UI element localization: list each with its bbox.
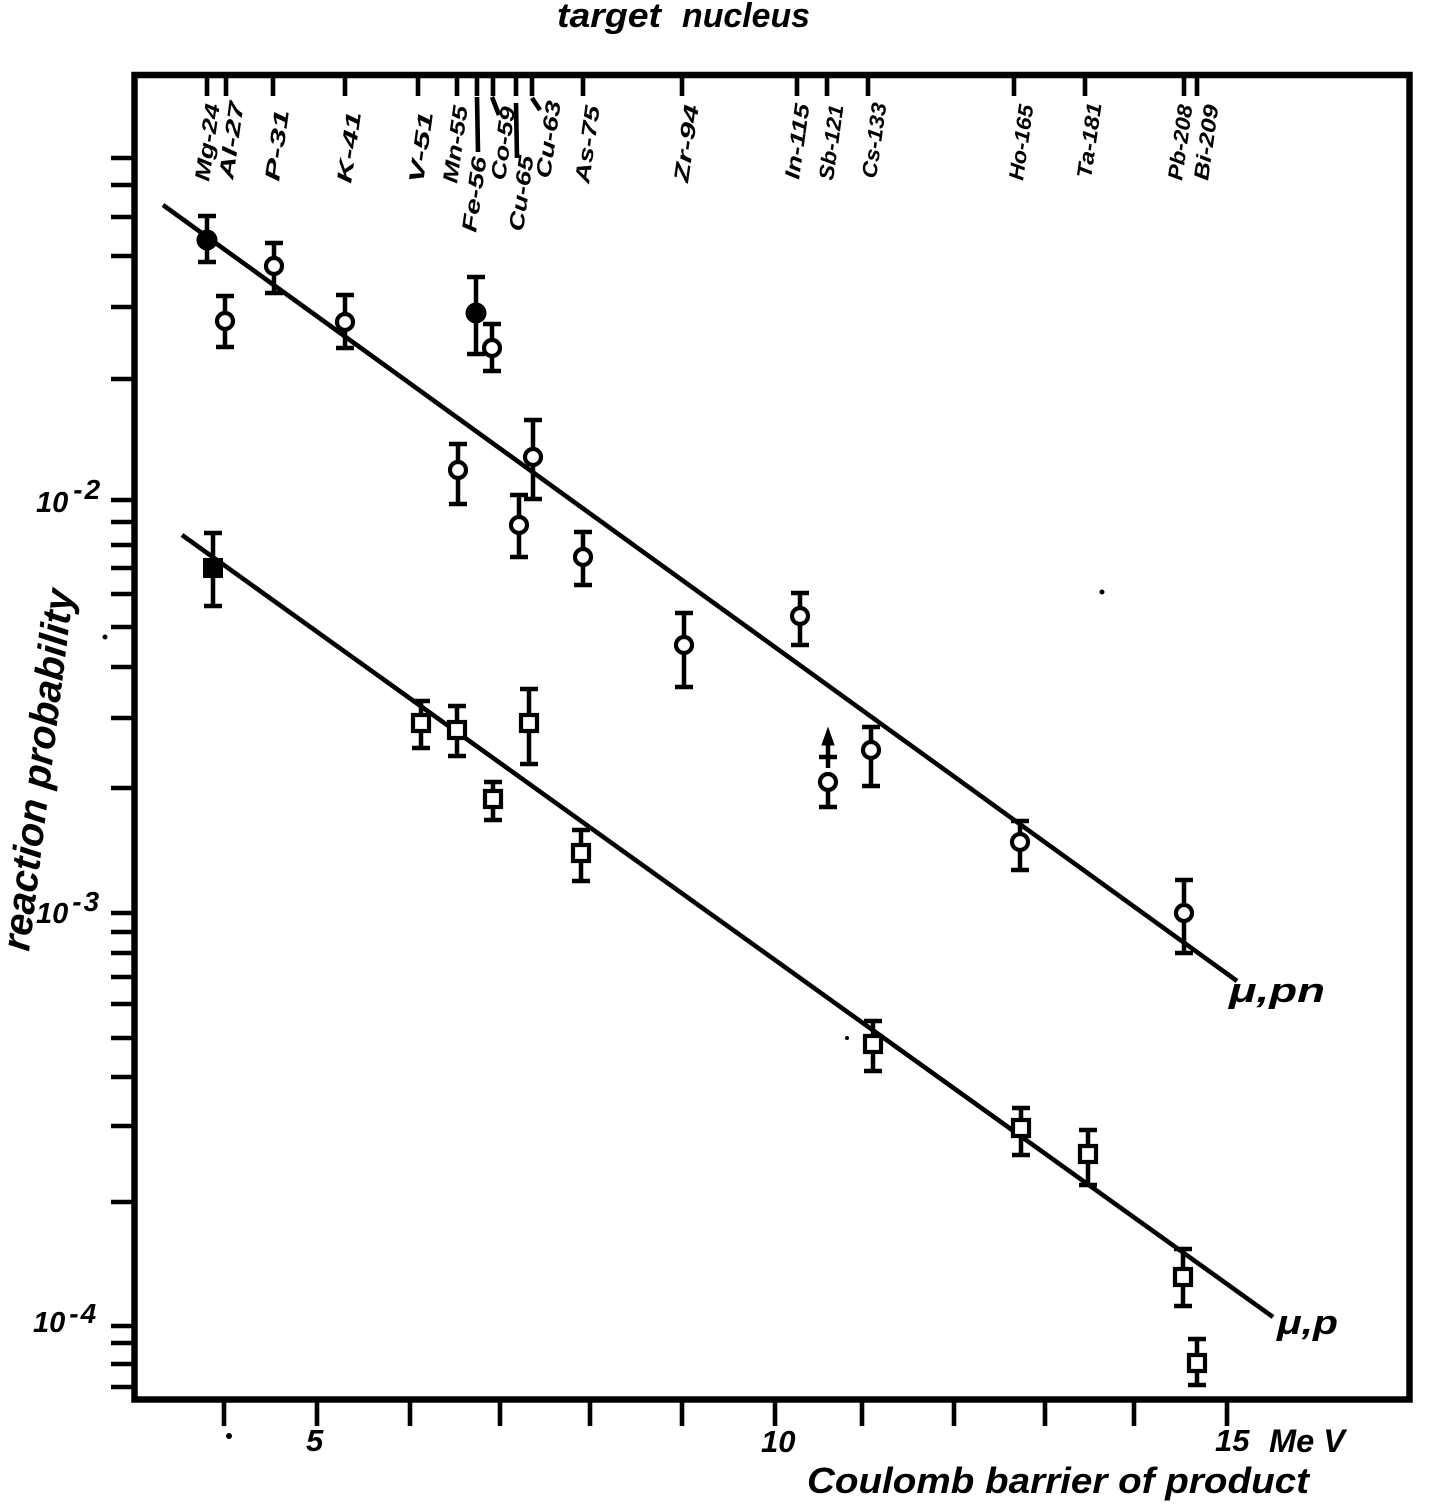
- svg-text:nucleus: nucleus: [682, 0, 810, 35]
- svg-text:μ,p: μ,p: [1276, 1304, 1338, 1342]
- svg-text:5: 5: [306, 1423, 324, 1458]
- svg-text:target: target: [557, 0, 663, 35]
- svg-text:15: 15: [1215, 1423, 1250, 1458]
- svg-text:Me V: Me V: [1269, 1423, 1348, 1459]
- svg-text:μ,pn: μ,pn: [1228, 972, 1325, 1010]
- svg-text:Coulomb barrier of product: Coulomb barrier of product: [807, 1460, 1311, 1501]
- svg-text:10: 10: [761, 1424, 795, 1459]
